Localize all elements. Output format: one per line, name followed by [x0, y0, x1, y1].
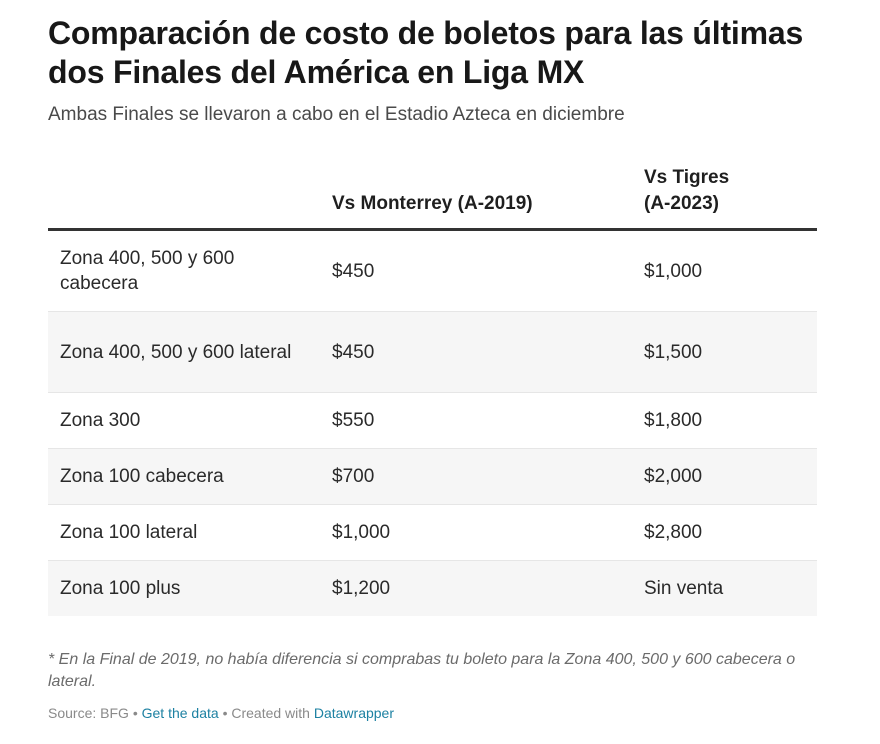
zone-cell: Zona 400, 500 y 600 cabecera [48, 229, 320, 312]
zone-cell: Zona 100 lateral [48, 504, 320, 561]
table-row: Zona 100 cabecera $700 $2,000 [48, 448, 817, 505]
table-row: Zona 400, 500 y 600 cabecera $450 $1,000 [48, 229, 817, 312]
column-header-tigres[interactable]: Vs Tigres (A-2023) [632, 165, 817, 231]
zone-cell: Zona 100 cabecera [48, 448, 320, 505]
table-row: Zona 100 plus $1,200 Sin venta [48, 560, 817, 616]
price-2023-cell: $2,000 [632, 448, 817, 505]
table-header-row: Vs Monterrey (A-2019) Vs Tigres (A-2023) [48, 165, 817, 231]
price-2019-cell: $1,000 [320, 504, 632, 561]
table-row: Zona 400, 500 y 600 lateral $450 $1,500 [48, 311, 817, 393]
table-row: Zona 100 lateral $1,000 $2,800 [48, 504, 817, 561]
chart-title: Comparación de costo de boletos para las… [48, 15, 804, 90]
price-2019-cell: $450 [320, 229, 632, 312]
price-2019-cell: $700 [320, 448, 632, 505]
footer-separator: • [132, 705, 138, 721]
get-data-link[interactable]: Get the data [141, 705, 219, 721]
chart-footer: Source: BFG • Get the data • Created wit… [48, 703, 818, 723]
column-header-monterrey[interactable]: Vs Monterrey (A-2019) [320, 165, 632, 231]
created-with-text: Created with [231, 705, 310, 721]
price-2019-cell: $1,200 [320, 560, 632, 616]
zone-cell: Zona 100 plus [48, 560, 320, 616]
chart-subtitle: Ambas Finales se llevaron a cabo en el E… [48, 104, 625, 125]
price-2023-cell: $2,800 [632, 504, 817, 561]
price-2019-cell: $550 [320, 392, 632, 449]
price-2023-cell: $1,800 [632, 392, 817, 449]
chart-container: Comparación de costo de boletos para las… [48, 14, 818, 723]
price-2023-cell: Sin venta [632, 560, 817, 616]
footnote: * En la Final de 2019, no había diferenc… [48, 651, 796, 690]
price-2019-cell: $450 [320, 311, 632, 393]
datawrapper-link[interactable]: Datawrapper [313, 705, 394, 721]
price-2023-cell: $1,500 [632, 311, 817, 393]
table-row: Zona 300 $550 $1,800 [48, 392, 817, 449]
footer-separator: • [222, 705, 228, 721]
price-table: Vs Monterrey (A-2019) Vs Tigres (A-2023)… [48, 165, 817, 616]
zone-cell: Zona 300 [48, 392, 320, 449]
price-2023-cell: $1,000 [632, 229, 817, 312]
zone-cell: Zona 400, 500 y 600 lateral [48, 311, 320, 393]
source-text: Source: BFG [48, 705, 129, 721]
column-header-zone[interactable] [48, 165, 320, 231]
